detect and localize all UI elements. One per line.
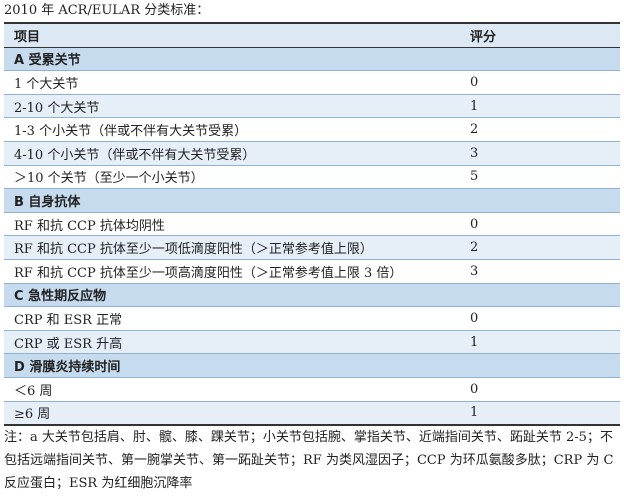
cell: 1 (470, 330, 620, 355)
item-row: 2-10 个大关节 1 (4, 94, 620, 119)
item-row: ＞10 个关节（至少一个小关节） 5 (4, 165, 620, 190)
cell: CRP 和 ESR 正常 (4, 306, 470, 331)
cell: 1 (470, 401, 620, 427)
section-row: A 受累关节 (4, 47, 620, 72)
cell (470, 283, 620, 308)
item-row: RF 和抗 CCP 抗体至少一项低滴度阳性（＞正常参考值上限） 2 (4, 235, 620, 260)
cell: 3 (470, 141, 620, 166)
item-row: 1 个大关节 0 (4, 70, 620, 95)
header-row: 项目 评分 (4, 21, 620, 48)
cell: 2 (470, 117, 620, 142)
cell: 5 (470, 165, 620, 190)
cell: 1-3 个小关节（伴或不伴有大关节受累） (4, 117, 470, 142)
item-row: 1-3 个小关节（伴或不伴有大关节受累） 2 (4, 117, 620, 142)
cell: B 自身抗体 (4, 188, 470, 213)
note: 注：a 大关节包括肩、肘、髋、膝、踝关节；小关节包括腕、掌指关节、近端指间关节、… (4, 430, 614, 491)
item-row: RF 和抗 CCP 抗体至少一项高滴度阳性（＞正常参考值上限 3 倍） 3 (4, 259, 620, 284)
cell: 0 (470, 70, 620, 95)
cell: 1 (470, 94, 620, 119)
section-row: C 急性期反应物 (4, 283, 620, 308)
section-row: B 自身抗体 (4, 188, 620, 213)
cell: 评分 (470, 21, 620, 48)
cell: C 急性期反应物 (4, 283, 470, 308)
cell: RF 和抗 CCP 抗体至少一项低滴度阳性（＞正常参考值上限） (4, 235, 470, 260)
cell: 2-10 个大关节 (4, 94, 470, 119)
cell: 0 (470, 377, 620, 402)
cell: A 受累关节 (4, 47, 470, 72)
cell: CRP 或 ESR 升高 (4, 330, 470, 355)
cell: ＜6 周 (4, 377, 470, 402)
cell: 3 (470, 259, 620, 284)
cell: 4-10 个小关节（伴或不伴有大关节受累） (4, 141, 470, 166)
section-row: D 滑膜炎持续时间 (4, 353, 620, 378)
cell (470, 188, 620, 213)
cell: 2 (470, 235, 620, 260)
cell (470, 353, 620, 378)
item-row: 4-10 个小关节（伴或不伴有大关节受累） 3 (4, 141, 620, 166)
cell (470, 47, 620, 72)
cell: 0 (470, 212, 620, 237)
cell: ≥6 周 (4, 401, 470, 427)
title: 2010 年 ACR/EULAR 分类标准： (4, 3, 210, 18)
cell: 1 个大关节 (4, 70, 470, 95)
item-row: CRP 和 ESR 正常 0 (4, 306, 620, 331)
cell: RF 和抗 CCP 抗体均阴性 (4, 212, 470, 237)
cell: ＞10 个关节（至少一个小关节） (4, 165, 470, 190)
item-row: RF 和抗 CCP 抗体均阴性 0 (4, 212, 620, 237)
cell: 0 (470, 306, 620, 331)
criteria-table: 项目 评分 A 受累关节 1 个大关节 0 2-10 个大关节 1 1-3 个小关节（伴或不伴… (4, 21, 620, 427)
cell: 项目 (4, 21, 470, 48)
item-row: CRP 或 ESR 升高 1 (4, 330, 620, 355)
cell: D 滑膜炎持续时间 (4, 353, 470, 378)
cell: RF 和抗 CCP 抗体至少一项高滴度阳性（＞正常参考值上限 3 倍） (4, 259, 470, 284)
